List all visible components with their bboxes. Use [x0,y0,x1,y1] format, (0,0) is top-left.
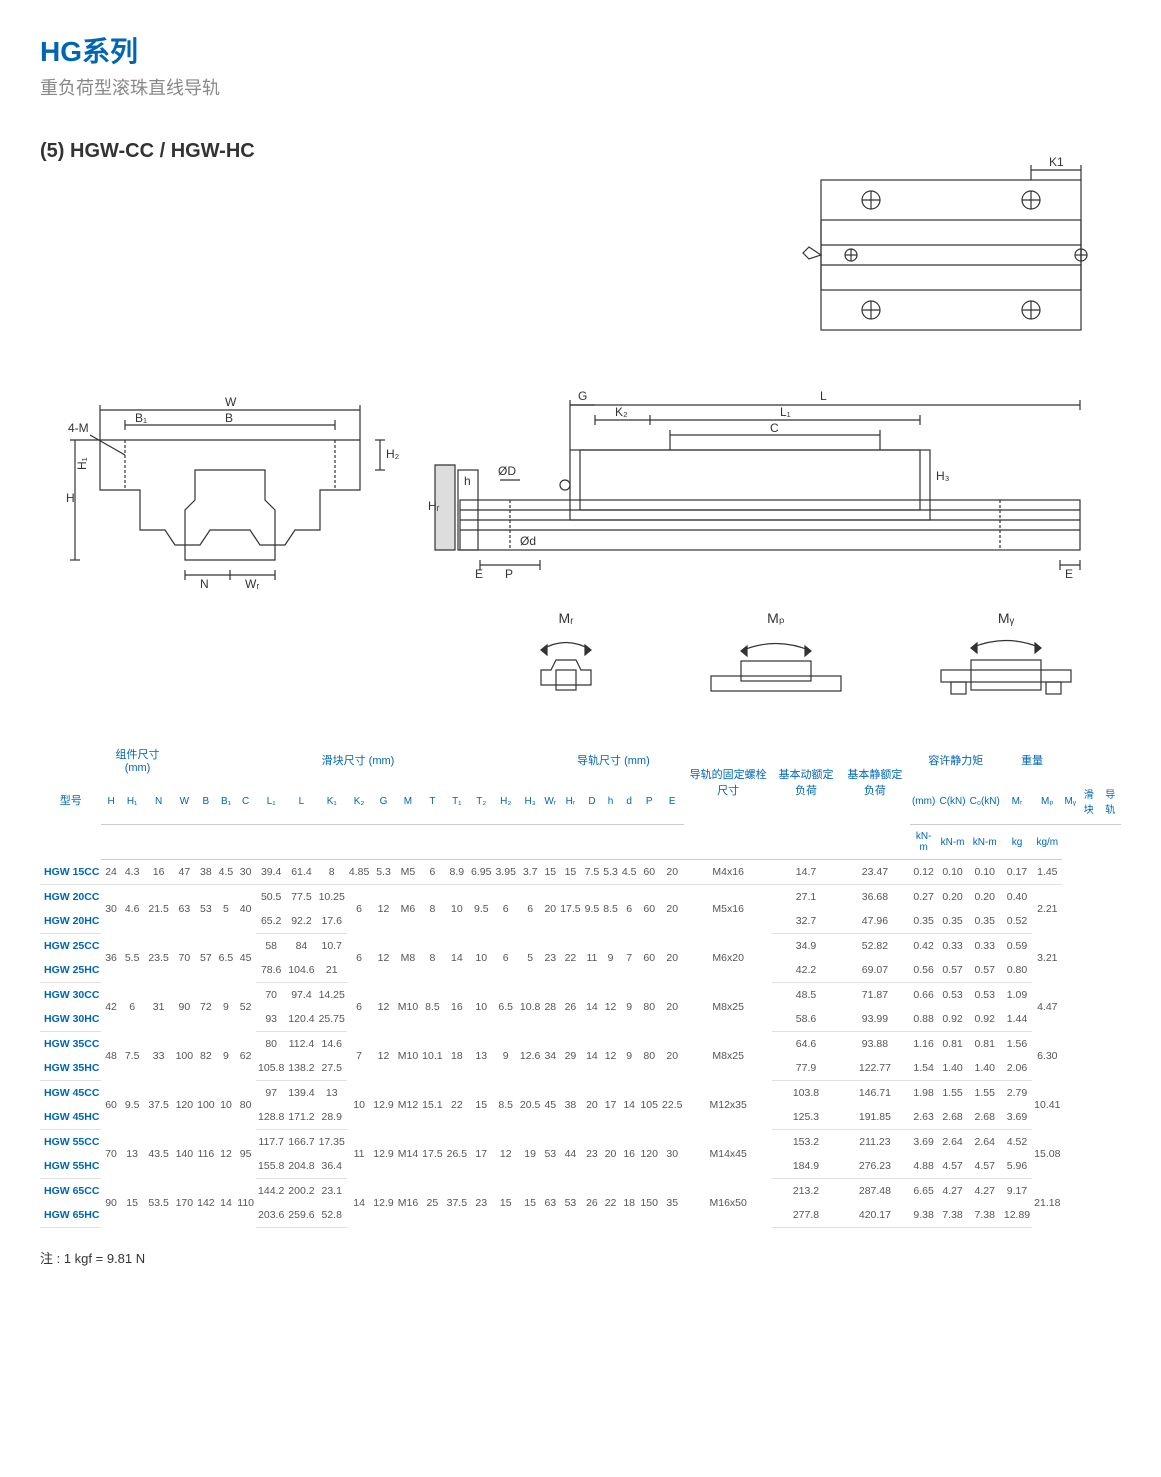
svg-text:K1: K1 [1049,155,1064,169]
svg-text:ØD: ØD [498,464,516,478]
model-cell: HGW 20CC [40,885,101,910]
svg-text:P: P [505,567,513,581]
svg-text:B: B [225,411,233,425]
model-cell: HGW 35CC [40,1032,101,1057]
svg-text:4-M: 4-M [68,421,89,435]
model-cell: HGW 30HC [40,1007,101,1032]
svg-text:L₁: L₁ [780,405,791,419]
svg-text:C: C [770,421,779,435]
svg-text:N: N [200,577,209,590]
svg-text:h: h [464,474,471,488]
model-cell: HGW 55CC [40,1130,101,1155]
svg-text:K₂: K₂ [615,405,628,419]
svg-text:Wᵣ: Wᵣ [245,577,259,590]
model-cell: HGW 30CC [40,983,101,1008]
model-cell: HGW 35HC [40,1056,101,1081]
svg-text:E: E [1065,567,1073,581]
model-cell: HGW 65CC [40,1179,101,1204]
svg-text:H₂: H₂ [386,447,400,461]
series-subtitle: 重负荷型滚珠直线导轨 [40,74,1121,100]
svg-text:L: L [820,389,827,403]
svg-text:H₃: H₃ [936,469,950,483]
model-cell: HGW 65HC [40,1203,101,1228]
section-title: (5) HGW-CC / HGW-HC [40,140,741,163]
spec-table: 型号 组件尺寸 (mm) 滑块尺寸 (mm) 导轨尺寸 (mm) 导轨的固定螺栓… [40,736,1121,1228]
svg-text:W: W [225,395,237,409]
moment-diagrams: Mᵣ Mₚ Mᵧ [40,610,1081,706]
svg-text:H₁: H₁ [75,457,89,470]
svg-text:Hᵣ: Hᵣ [428,499,440,513]
svg-text:H: H [66,491,75,505]
model-cell: HGW 45HC [40,1105,101,1130]
diagram-front-view: W B B₁ H H₁ H₂ N Wᵣ 4-M [40,370,400,590]
model-cell: HGW 45CC [40,1081,101,1106]
svg-text:B₁: B₁ [135,411,147,425]
diagram-side-view: G L K₂ L₁ C ØD P E E Ød Hᵣ h H₃ [420,370,1100,590]
model-cell: HGW 20HC [40,909,101,934]
series-title: HG系列 [40,30,1121,70]
model-cell: HGW 55HC [40,1154,101,1179]
footnote: 注 : 1 kgf = 9.81 N [40,1248,1121,1267]
svg-text:E: E [475,567,483,581]
model-cell: HGW 25HC [40,958,101,983]
svg-text:Ød: Ød [520,534,536,548]
model-cell: HGW 15CC [40,860,101,885]
model-cell: HGW 25CC [40,934,101,959]
diagram-top-view: K1 [781,140,1121,360]
svg-text:G: G [578,389,587,403]
